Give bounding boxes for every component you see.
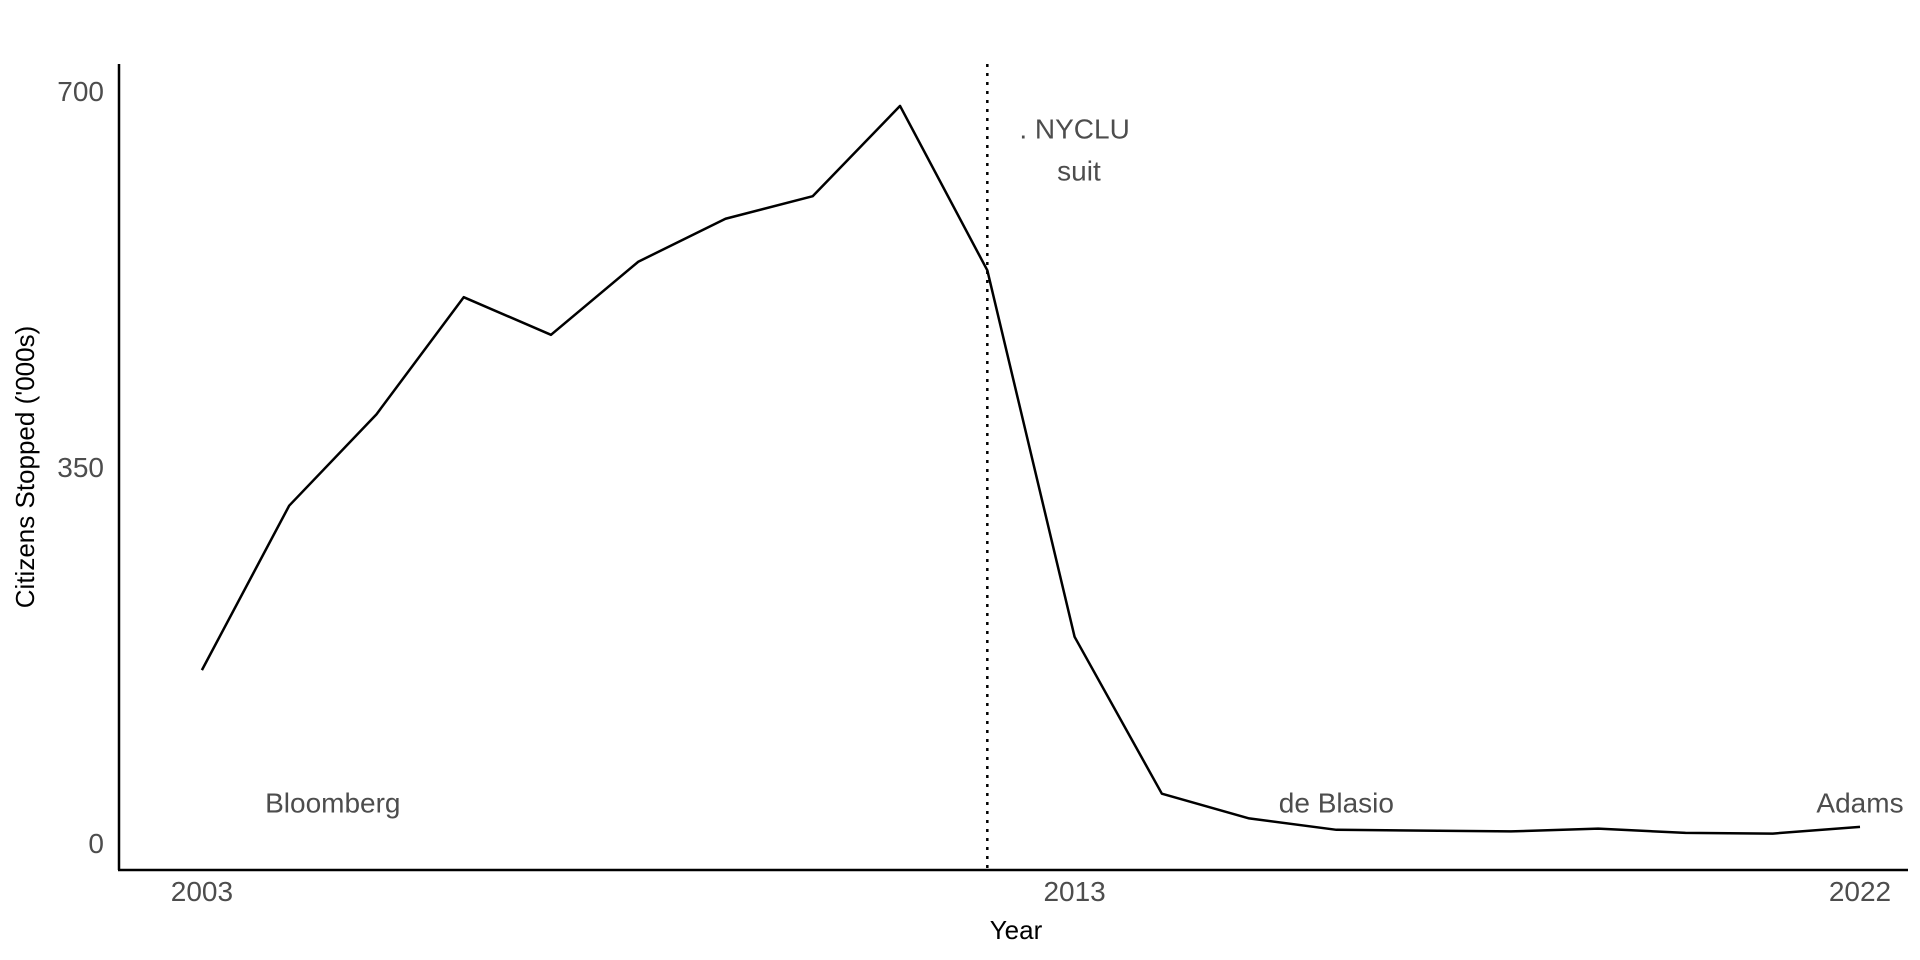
x-tick-label-2022: 2022 bbox=[1829, 876, 1891, 907]
annotations: . NYCLU suit Bloomberg de Blasio Adams bbox=[265, 113, 1903, 818]
y-tick-label-700: 700 bbox=[57, 76, 104, 107]
annotation-label-2: Bloomberg bbox=[265, 787, 400, 818]
annotation-label-3: de Blasio bbox=[1279, 787, 1394, 818]
y-axis-title: Citizens Stopped ('000s) bbox=[10, 326, 40, 608]
y-tick-label-350: 350 bbox=[57, 452, 104, 483]
y-tick-label-0: 0 bbox=[88, 828, 104, 859]
annotation-label-4: Adams bbox=[1816, 787, 1903, 818]
tick-labels: 2003 2013 2022 0 350 700 bbox=[57, 76, 1891, 907]
series-lines bbox=[200, 104, 1861, 835]
x-tick-label-2003: 2003 bbox=[171, 876, 233, 907]
series-line-0 bbox=[200, 104, 1861, 835]
axes bbox=[117, 64, 1908, 872]
x-axis-title: Year bbox=[990, 915, 1043, 945]
annotation-label-1: suit bbox=[1057, 155, 1101, 186]
data-points bbox=[202, 106, 1860, 834]
annotation-label-0: . NYCLU bbox=[1019, 113, 1129, 144]
x-tick-label-2013: 2013 bbox=[1043, 876, 1105, 907]
